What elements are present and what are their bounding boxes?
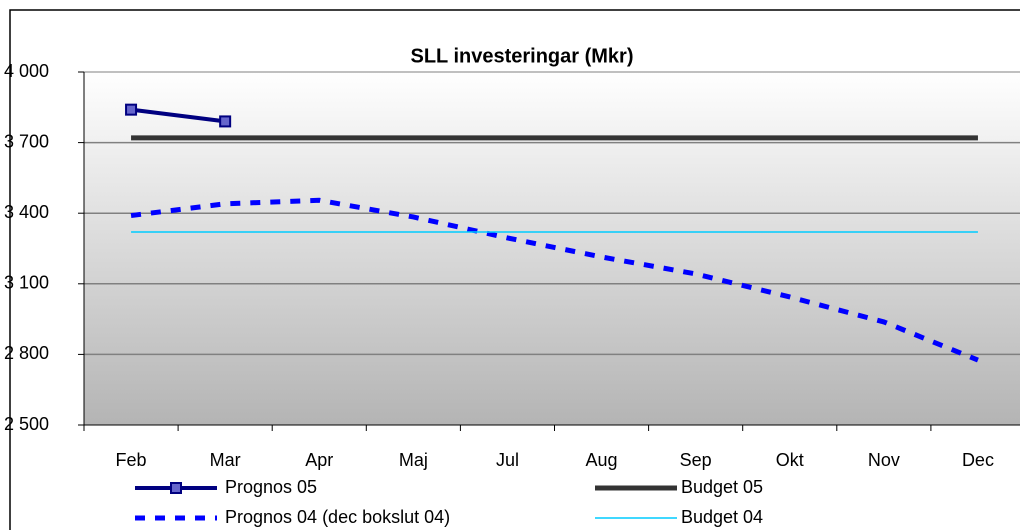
point-marker — [125, 103, 138, 116]
y-tick-label: 2 800 — [4, 343, 49, 363]
point-marker — [219, 115, 232, 128]
legend-label: Budget 05 — [681, 477, 763, 497]
x-tick-label: Feb — [116, 450, 147, 470]
series-line — [130, 107, 226, 124]
x-tick-label: Apr — [305, 450, 333, 470]
x-tick-label: Aug — [586, 450, 618, 470]
x-tick-label: Sep — [680, 450, 712, 470]
x-tick-label: Jul — [496, 450, 519, 470]
legend-label: Prognos 05 — [225, 477, 317, 497]
x-tick-label: Mar — [210, 450, 241, 470]
x-tick-label: Maj — [399, 450, 428, 470]
legend-label: Prognos 04 (dec bokslut 04) — [225, 507, 450, 527]
y-tick-label: 3 400 — [4, 202, 49, 222]
legend-marker — [170, 482, 182, 494]
x-tick-label: Dec — [962, 450, 994, 470]
legend-label: Budget 04 — [681, 507, 763, 527]
x-tick-label: Nov — [868, 450, 900, 470]
y-tick-label: 4 000 — [4, 61, 49, 81]
series-line — [130, 197, 979, 363]
y-tick-label: 3 100 — [4, 273, 49, 293]
x-tick-label: Okt — [776, 450, 804, 470]
y-tick-label: 2 500 — [4, 414, 49, 434]
chart-title: SLL investeringar (Mkr) — [410, 45, 633, 67]
y-tick-label: 3 700 — [4, 131, 49, 151]
